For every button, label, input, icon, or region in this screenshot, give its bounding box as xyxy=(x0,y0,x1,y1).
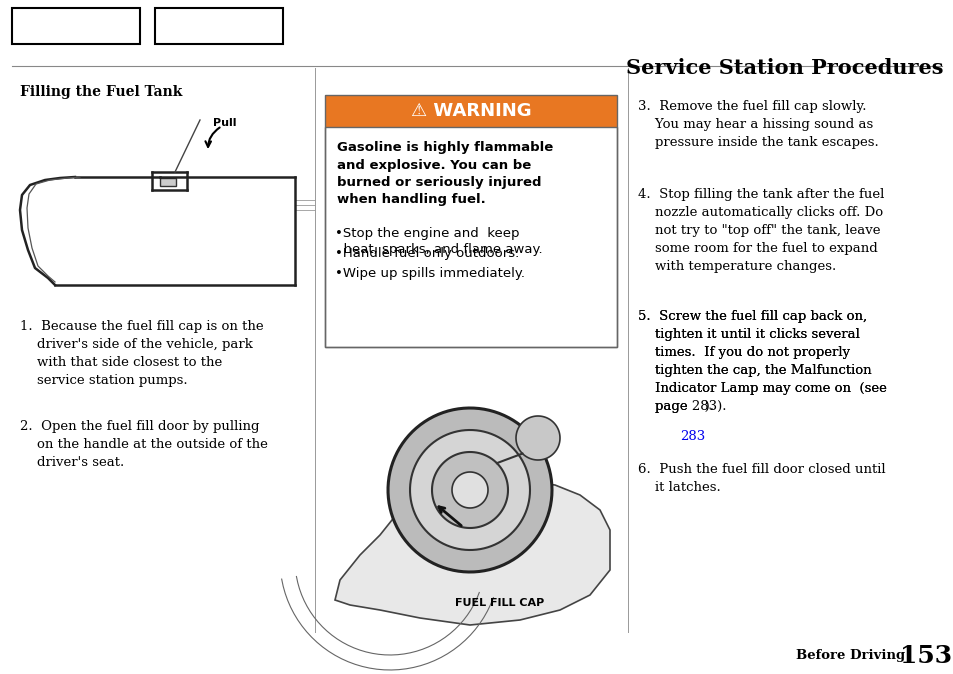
Polygon shape xyxy=(516,416,559,460)
Text: FUEL FILL CAP: FUEL FILL CAP xyxy=(455,598,544,608)
Text: 1.  Because the fuel fill cap is on the
    driver's side of the vehicle, park
 : 1. Because the fuel fill cap is on the d… xyxy=(20,320,263,387)
Polygon shape xyxy=(388,408,552,572)
Polygon shape xyxy=(452,472,488,508)
Text: Filling the Fuel Tank: Filling the Fuel Tank xyxy=(20,85,182,99)
Bar xyxy=(325,95,617,127)
Text: Pull: Pull xyxy=(213,118,236,128)
Bar xyxy=(325,127,617,347)
Text: 3.  Remove the fuel fill cap slowly.
    You may hear a hissing sound as
    pre: 3. Remove the fuel fill cap slowly. You … xyxy=(638,100,878,149)
Bar xyxy=(160,178,175,186)
Text: 283: 283 xyxy=(679,430,704,443)
Bar xyxy=(12,8,140,44)
Text: ⚠ WARNING: ⚠ WARNING xyxy=(410,102,531,120)
Polygon shape xyxy=(335,480,609,625)
Text: 5.  Screw the fuel fill cap back on,
    tighten it until it clicks several
    : 5. Screw the fuel fill cap back on, tigh… xyxy=(638,310,886,413)
Text: 153: 153 xyxy=(899,644,951,668)
Text: 2.  Open the fuel fill door by pulling
    on the handle at the outside of the
 : 2. Open the fuel fill door by pulling on… xyxy=(20,420,268,469)
Text: 4.  Stop filling the tank after the fuel
    nozzle automatically clicks off. Do: 4. Stop filling the tank after the fuel … xyxy=(638,188,883,273)
Polygon shape xyxy=(432,452,507,528)
Text: •Handle fuel only outdoors.: •Handle fuel only outdoors. xyxy=(335,247,518,260)
Text: 6.  Push the fuel fill door closed until
    it latches.: 6. Push the fuel fill door closed until … xyxy=(638,463,884,494)
Text: •Stop the engine and  keep
  heat, sparks, and flame away.: •Stop the engine and keep heat, sparks, … xyxy=(335,227,542,256)
Text: Before Driving: Before Driving xyxy=(795,650,904,663)
Text: •Wipe up spills immediately.: •Wipe up spills immediately. xyxy=(335,267,524,280)
Polygon shape xyxy=(410,430,530,550)
Text: Service Station Procedures: Service Station Procedures xyxy=(626,58,943,78)
Bar xyxy=(325,95,617,347)
Text: 5.  Screw the fuel fill cap back on,
    tighten it until it clicks several
    : 5. Screw the fuel fill cap back on, tigh… xyxy=(638,310,886,413)
Text: Gasoline is highly flammable
and explosive. You can be
burned or seriously injur: Gasoline is highly flammable and explosi… xyxy=(336,141,553,206)
Bar xyxy=(154,8,283,44)
